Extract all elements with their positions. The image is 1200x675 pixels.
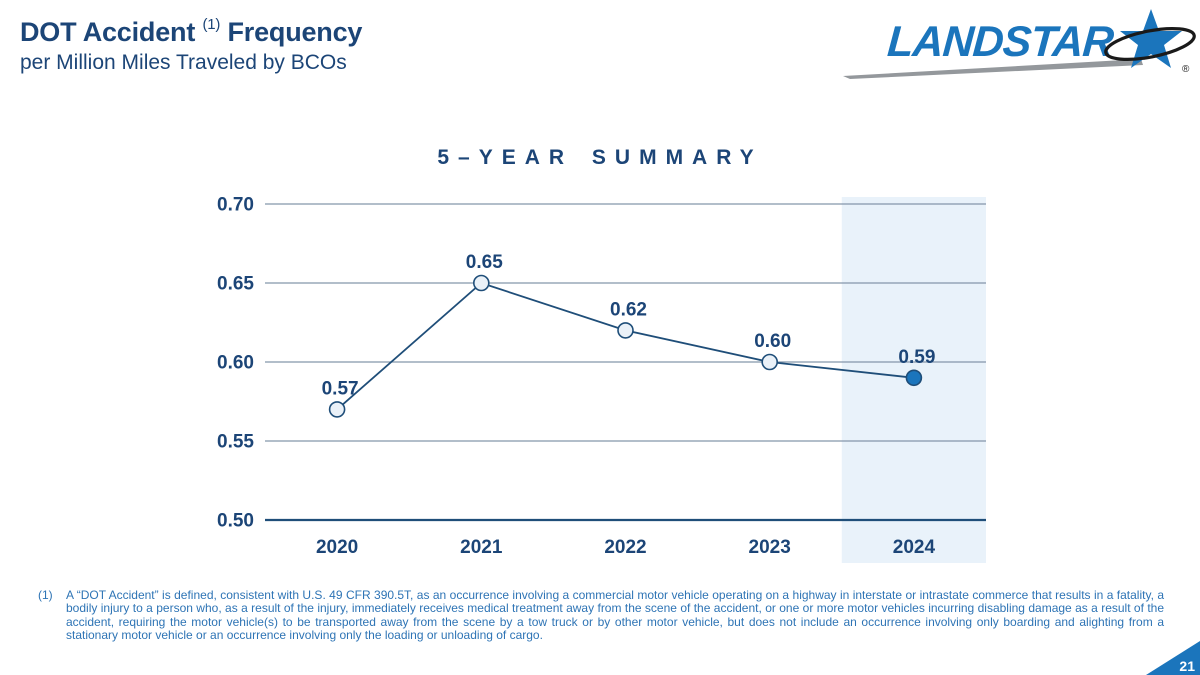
landstar-logo: LANDSTAR ®	[838, 6, 1198, 90]
y-tick-label: 0.50	[217, 511, 254, 532]
chart-title: 5–YEAR SUMMARY	[437, 146, 763, 169]
x-axis-label-2021: 2021	[460, 537, 503, 558]
data-point-2021	[472, 274, 490, 292]
logo-swoosh	[843, 59, 1143, 79]
x-axis-label-2023: 2023	[749, 537, 791, 558]
data-point-2020	[328, 401, 346, 418]
page-title: DOT Accident (1) Frequency	[20, 16, 362, 48]
title-footnote-reference: (1)	[202, 16, 221, 33]
slide-header: DOT Accident (1) Frequency per Million M…	[20, 16, 362, 76]
page-title-main: DOT Accident	[20, 17, 196, 47]
data-point-2023	[761, 353, 779, 371]
data-point-2022	[617, 322, 634, 339]
footnote-marker: (1)	[38, 588, 53, 602]
landstar-logo-graphic: LANDSTAR ®	[843, 9, 1196, 79]
x-axis-label-2022: 2022	[604, 537, 646, 558]
data-label-2023: 0.60	[754, 331, 791, 352]
data-label-2021: 0.65	[466, 252, 503, 273]
page-subtitle: per Million Miles Traveled by BCOs	[20, 51, 347, 75]
y-tick-label: 0.65	[217, 274, 254, 295]
data-point-2024	[905, 369, 923, 387]
logo-registered-mark: ®	[1182, 64, 1190, 75]
logo-orbit-icon	[1104, 27, 1196, 61]
y-tick-label: 0.70	[217, 195, 254, 216]
data-label-2020: 0.57	[322, 378, 359, 399]
page-number: 21	[1179, 658, 1195, 674]
y-tick-label: 0.60	[217, 353, 254, 374]
data-label-2024: 0.59	[898, 347, 935, 368]
x-axis-label-2024: 2024	[893, 537, 936, 558]
y-tick-label: 0.55	[217, 432, 254, 453]
footnote: (1) A “DOT Accident” is defined, consist…	[38, 588, 1164, 643]
footnote-text: A “DOT Accident” is defined, consistent …	[66, 588, 1164, 643]
x-axis-label-2020: 2020	[316, 537, 358, 558]
logo-wordmark: LANDSTAR	[886, 18, 1116, 66]
page-title-rest: Frequency	[227, 17, 363, 47]
data-label-2022: 0.62	[610, 299, 647, 320]
